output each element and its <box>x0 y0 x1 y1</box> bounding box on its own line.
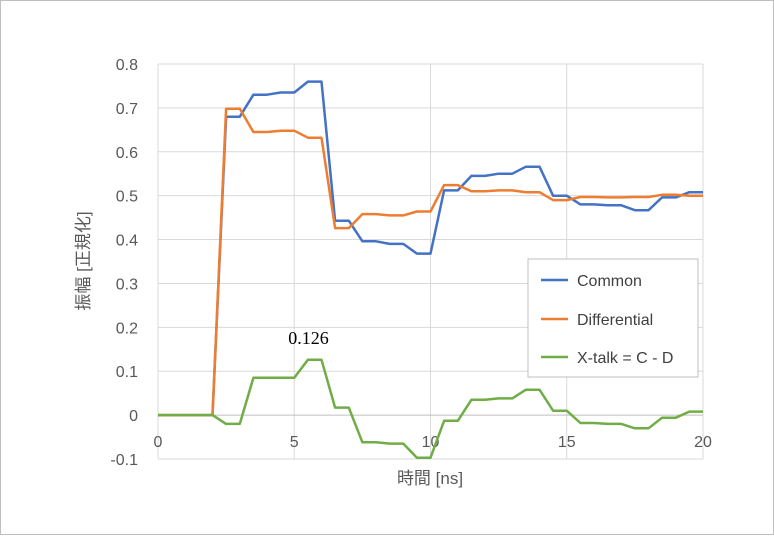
y-tick-label: 0 <box>129 408 138 425</box>
y-tick-label: 0.4 <box>116 233 138 250</box>
x-tick-label: 5 <box>290 434 299 451</box>
y-tick-label: -0.1 <box>110 452 138 469</box>
y-tick-label: 0.3 <box>116 276 138 293</box>
x-tick-label: 15 <box>558 434 576 451</box>
annotations: 0.126 <box>288 328 329 348</box>
x-tick-label: 20 <box>694 434 712 451</box>
y-tick-label: 0.1 <box>116 364 138 381</box>
y-tick-label: 0.7 <box>116 101 138 118</box>
y-tick-label: 0.6 <box>116 145 138 162</box>
series-line-2 <box>158 358 703 459</box>
legend-label-1: Differential <box>577 312 653 329</box>
x-axis-title: 時間 [ns] <box>397 469 463 488</box>
legend-label-2: X-talk = C - D <box>577 350 673 367</box>
horizontal-gridlines <box>158 63 703 460</box>
y-tick-label: 0.8 <box>116 57 138 74</box>
y-tick-label: 0.5 <box>116 189 138 206</box>
series-line-0 <box>158 80 703 417</box>
x-tick-labels: 0 5 10 15 20 <box>154 434 712 451</box>
x-tick-label: 0 <box>154 434 163 451</box>
y-tick-labels: -0.1 0 0.1 0.2 0.3 0.4 0.5 0.6 0.7 0.8 <box>110 57 138 469</box>
legend-label-0: Common <box>577 273 642 290</box>
peak-annotation: 0.126 <box>288 328 329 348</box>
y-axis-title: 振幅 [正規化] <box>74 211 93 310</box>
series-lines <box>158 80 703 459</box>
series-line-1 <box>158 107 703 417</box>
y-tick-label: 0.2 <box>116 320 138 337</box>
legend: Common Differential X-talk = C - D <box>527 258 699 378</box>
